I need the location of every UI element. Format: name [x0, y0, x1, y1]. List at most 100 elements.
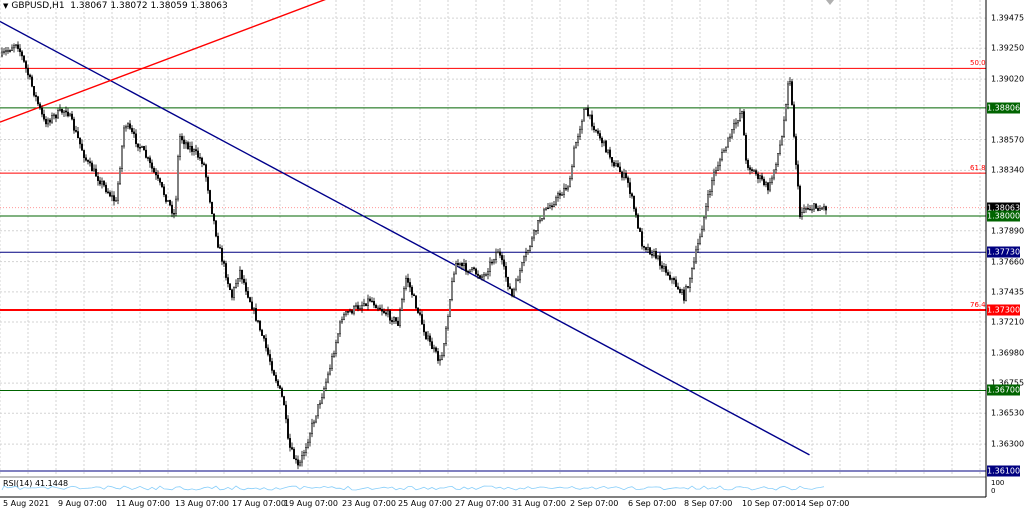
candle-body: [355, 305, 357, 307]
candle-body: [57, 110, 59, 119]
candle-body: [621, 171, 623, 178]
price-tick-label: 1.39250: [991, 43, 1024, 53]
candle-body: [607, 149, 609, 153]
price-tick-label: 1.37210: [991, 317, 1024, 327]
candle-body: [647, 247, 649, 250]
candle-body: [121, 145, 123, 170]
candle-body: [45, 118, 47, 125]
candle-body: [9, 50, 11, 52]
candle-body: [161, 182, 163, 188]
price-tick-label: 1.37435: [991, 287, 1024, 297]
price-tick-label: 1.39020: [991, 74, 1024, 84]
candle-body: [481, 275, 483, 278]
trendlines: [0, 0, 810, 456]
candle-body: [17, 44, 19, 49]
candle-body: [73, 118, 75, 131]
candle-body: [1, 51, 3, 57]
candle-body: [493, 259, 495, 263]
candle-body: [255, 308, 257, 321]
candle-body: [105, 184, 107, 193]
candle-body: [117, 183, 119, 201]
candle-body: [597, 130, 599, 134]
candle-body: [55, 114, 57, 119]
candle-body: [619, 166, 621, 173]
candle-body: [579, 128, 581, 137]
candle-body: [237, 278, 239, 284]
candle-body: [757, 173, 759, 180]
candle-body: [421, 314, 423, 325]
candle-body: [25, 61, 27, 69]
candle-body: [689, 278, 691, 288]
candle-body: [765, 182, 767, 186]
candle-body: [381, 309, 383, 312]
candle-body: [809, 208, 811, 211]
candle-body: [11, 47, 13, 51]
triangle-down-icon[interactable]: ▼: [3, 2, 9, 10]
candle-body: [175, 198, 177, 214]
candle-body: [157, 174, 159, 179]
candle-body: [215, 220, 217, 237]
candle-body: [65, 110, 67, 113]
candle-body: [97, 176, 99, 181]
candle-body: [495, 252, 497, 261]
candle-body: [115, 199, 117, 202]
candle-body: [423, 324, 425, 333]
candle-body: [361, 304, 363, 309]
candle-body: [483, 274, 485, 277]
candle-body: [193, 149, 195, 152]
candle-body: [231, 289, 233, 298]
candle-body: [111, 195, 113, 197]
candle-body: [15, 44, 17, 47]
candle-body: [457, 263, 459, 265]
candle-body: [747, 160, 749, 168]
candle-body: [333, 353, 335, 357]
candle-body: [733, 123, 735, 130]
time-tick-label: 5 Aug 2021: [3, 499, 50, 508]
candle-body: [199, 157, 201, 159]
candle-body: [135, 133, 137, 144]
candle-body: [431, 341, 433, 350]
candle-body: [177, 156, 179, 200]
price-tick-label: 1.37660: [991, 257, 1024, 267]
candle-body: [739, 113, 741, 122]
candle-body: [81, 143, 83, 151]
candle-body: [467, 271, 469, 273]
candle-body: [335, 342, 337, 354]
candle-body: [721, 151, 723, 161]
candle-body: [179, 136, 181, 157]
candle-body: [587, 107, 589, 117]
candle-body: [113, 195, 115, 202]
candle-body: [533, 230, 535, 239]
candle-body: [245, 282, 247, 292]
candle-body: [359, 308, 361, 310]
candle-body: [577, 136, 579, 143]
candle-body: [189, 145, 191, 150]
candle-body: [13, 45, 15, 49]
candle-body: [223, 261, 225, 264]
time-tick-label: 27 Aug 07:00: [455, 499, 509, 508]
price-tick-label: 1.36755: [991, 378, 1024, 388]
candle-body: [339, 321, 341, 335]
candle-body: [549, 205, 551, 209]
candle-body: [323, 388, 325, 398]
candle-body: [547, 207, 549, 210]
candle-body: [275, 375, 277, 382]
candle-body: [701, 228, 703, 238]
candle-body: [413, 294, 415, 297]
candle-body: [609, 149, 611, 158]
candle-body: [771, 177, 773, 183]
time-tick-label: 25 Aug 07:00: [398, 499, 452, 508]
candle-body: [723, 150, 725, 153]
candle-body: [71, 113, 73, 120]
candle-body: [433, 347, 435, 350]
horizontal-levels: [0, 67, 986, 472]
candle-body: [793, 104, 795, 137]
level-price-box: 1.38806: [987, 102, 1021, 114]
candle-body: [823, 206, 825, 209]
candle-body: [89, 161, 91, 164]
candle-body: [385, 312, 387, 315]
candle-body: [817, 208, 819, 211]
candle-body: [651, 253, 653, 256]
candle-body: [119, 168, 121, 185]
